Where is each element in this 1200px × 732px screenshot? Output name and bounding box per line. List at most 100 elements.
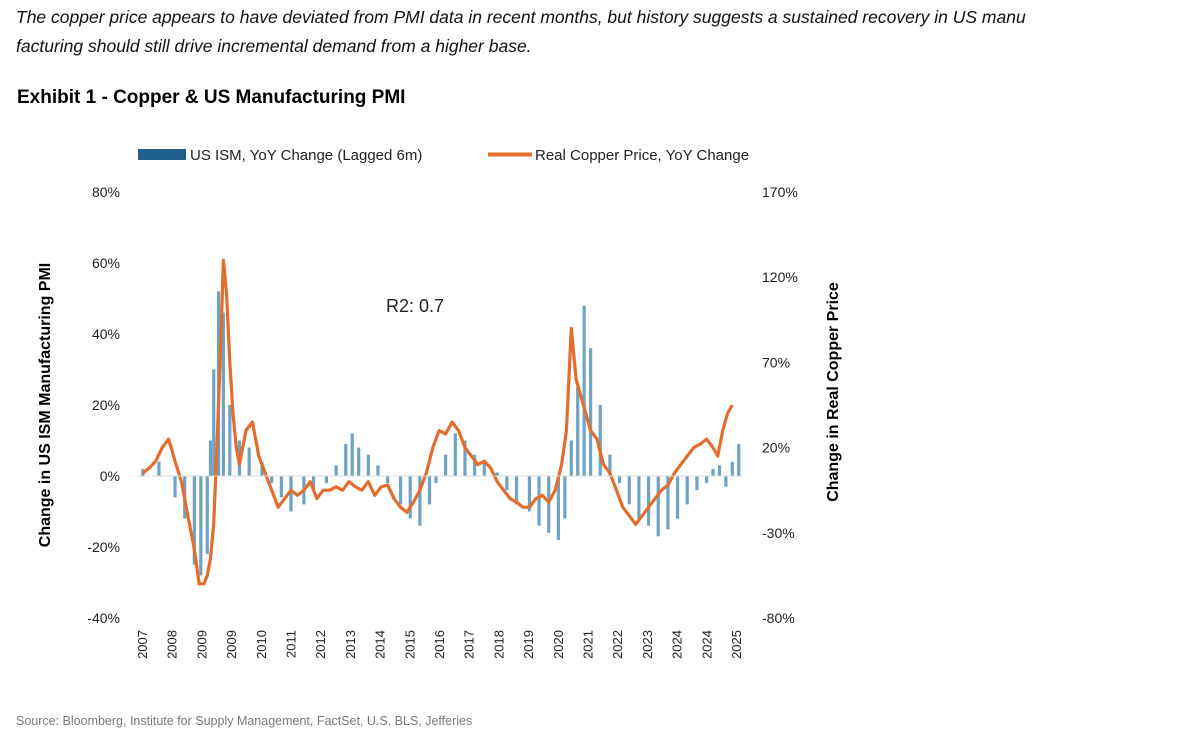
left-tick-label: 40% [92, 326, 120, 342]
ism-bar [463, 440, 467, 476]
ism-bar [598, 405, 602, 476]
left-axis-ticks: 80% 60% 40% 20% 0% -20% -40% [87, 184, 120, 626]
ism-bar [576, 387, 580, 476]
r2-annotation: R2: 0.7 [386, 296, 444, 316]
x-tick-label: 2024 [699, 630, 714, 659]
right-tick-label: 120% [762, 269, 798, 285]
ism-bar [608, 454, 612, 476]
left-tick-label: 0% [100, 468, 120, 484]
ism-bar [617, 476, 622, 484]
ism-bar [695, 476, 699, 491]
ism-bar [730, 461, 734, 476]
x-tick-label: 2007 [135, 630, 150, 659]
x-tick-label: 2011 [284, 630, 299, 658]
x-tick-label: 2013 [343, 630, 358, 659]
ism-bars [141, 291, 741, 576]
ism-bar [666, 476, 670, 530]
ism-bar [646, 476, 651, 526]
x-tick-label: 2010 [254, 630, 269, 659]
x-tick-label: 2014 [373, 630, 388, 659]
ism-bar [221, 312, 225, 476]
ism-bar [675, 476, 680, 519]
ism-bar [324, 476, 329, 484]
right-axis-label: Change in Real Copper Price [825, 282, 842, 502]
ism-bar [627, 476, 631, 505]
right-tick-label: 20% [762, 440, 790, 456]
x-tick-label: 2017 [462, 630, 477, 659]
ism-bar [505, 476, 509, 491]
ism-bar [482, 461, 486, 476]
ism-bar [637, 476, 641, 519]
ism-bar [656, 476, 660, 537]
left-tick-label: 80% [92, 184, 120, 200]
ism-bar [311, 476, 316, 491]
ism-bar [192, 476, 196, 565]
ism-bar [556, 476, 560, 540]
copper-pmi-chart: US ISM, YoY Change (Lagged 6m) Real Coppe… [37, 147, 842, 659]
ism-bar [537, 476, 541, 526]
x-tick-label: 2022 [610, 630, 625, 659]
legend-line-label: Real Copper Price, YoY Change [535, 147, 749, 164]
ism-bar [434, 476, 438, 484]
ism-bar [453, 433, 457, 476]
ism-bar [289, 476, 293, 512]
left-tick-label: -40% [87, 610, 120, 626]
ism-bar [366, 454, 370, 476]
ism-bar [279, 476, 283, 498]
ism-bar [228, 405, 232, 476]
ism-bar [473, 454, 477, 476]
left-tick-label: 20% [92, 397, 120, 413]
ism-bar [212, 369, 216, 476]
exhibit-title: Exhibit 1 - Copper & US Manufacturing PM… [17, 87, 406, 108]
x-tick-label: 2024 [670, 630, 685, 659]
ism-bar [205, 476, 209, 555]
ism-bar [527, 476, 531, 512]
ism-bar [588, 348, 593, 476]
x-tick-label: 2019 [521, 630, 536, 659]
ism-bar [173, 476, 177, 498]
x-tick-label: 2016 [432, 630, 447, 659]
ism-bar [563, 476, 567, 519]
ism-bar [717, 465, 722, 476]
source-note: Source: Bloomberg, Institute for Supply … [16, 714, 473, 728]
intro-line-1: The copper price appears to have deviate… [16, 7, 1026, 27]
right-tick-label: -80% [762, 610, 795, 626]
ism-bar [495, 472, 499, 476]
right-tick-label: 170% [762, 184, 798, 200]
ism-bar [398, 476, 403, 505]
ism-bar [199, 476, 203, 576]
ism-bar [582, 305, 586, 476]
ism-bar [418, 476, 422, 526]
ism-bar [737, 444, 741, 476]
ism-bar [514, 476, 519, 505]
intro-text: The copper price appears to have deviate… [16, 3, 1200, 61]
copper-price-line [141, 258, 734, 586]
x-tick-label: 2020 [551, 630, 566, 659]
chart-legend: US ISM, YoY Change (Lagged 6m) Real Coppe… [138, 147, 749, 164]
ism-bar [208, 440, 213, 476]
x-tick-label: 2012 [313, 630, 328, 659]
x-tick-label: 2008 [165, 630, 180, 659]
ism-bar [344, 444, 348, 476]
left-tick-label: -20% [87, 539, 120, 555]
ism-bar [711, 468, 715, 476]
ism-bar [427, 476, 432, 505]
ism-bar [386, 476, 390, 484]
ism-bar [376, 465, 380, 476]
ism-bar [157, 461, 161, 476]
x-axis-ticks: 2007 2008 2009 2009 2010 2011 2012 2013 2014 2015… [135, 630, 744, 659]
ism-bar [247, 447, 251, 476]
x-tick-label: 2021 [581, 630, 596, 659]
ism-bar [704, 476, 709, 484]
x-tick-label: 2025 [729, 630, 744, 659]
ism-bar [724, 476, 728, 487]
x-tick-label: 2009 [194, 630, 209, 659]
ism-bar [350, 433, 354, 476]
ism-bar [334, 465, 338, 476]
ism-bar [408, 476, 412, 519]
ism-bar [547, 476, 551, 533]
ism-bar [270, 476, 274, 484]
right-tick-label: -30% [762, 525, 795, 541]
ism-bar [444, 454, 448, 476]
right-tick-label: 70% [762, 354, 790, 370]
